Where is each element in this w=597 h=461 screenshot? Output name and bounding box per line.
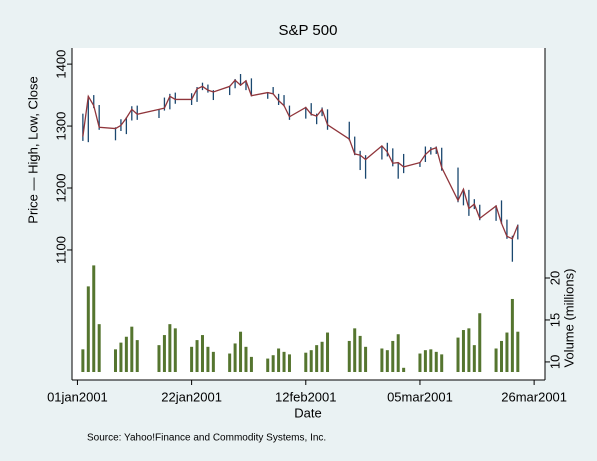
volume-bar <box>418 353 422 372</box>
volume-bar <box>347 340 351 372</box>
volume-bar <box>315 345 319 372</box>
volume-bar <box>510 298 514 372</box>
volume-bar <box>391 340 395 372</box>
volume-bar <box>478 313 482 372</box>
volume-bar <box>92 265 96 372</box>
volume-bar <box>249 356 253 372</box>
plot-area <box>72 48 545 380</box>
chart-title: S&P 500 <box>279 22 338 39</box>
y2-tick-label: 15 <box>547 313 562 327</box>
x-tick-label: 01jan2001 <box>47 389 108 404</box>
volume-bar <box>358 335 362 372</box>
volume-bar <box>282 351 286 372</box>
volume-bar <box>119 342 123 372</box>
y-axis-title: Price — High, Low, Close <box>25 76 40 223</box>
y-tick-label: 1200 <box>53 174 68 203</box>
volume-bar <box>195 340 199 372</box>
volume-bar <box>162 335 166 372</box>
volume-bar <box>113 349 117 372</box>
volume-bar <box>309 350 313 372</box>
volume-bar <box>380 348 384 372</box>
volume-bar <box>402 367 406 372</box>
volume-bar <box>277 348 281 372</box>
volume-bar <box>200 335 204 372</box>
volume-bar <box>353 328 357 372</box>
y-tick-label: 1400 <box>53 50 68 79</box>
volume-bar <box>157 345 161 372</box>
volume-bar <box>472 345 476 372</box>
volume-bar <box>429 349 433 372</box>
volume-bar <box>494 348 498 372</box>
volume-bar <box>228 353 232 372</box>
volume-bar <box>173 328 177 372</box>
volume-bar <box>124 336 128 372</box>
volume-bar <box>326 332 330 372</box>
volume-bar <box>396 334 400 372</box>
volume-bar <box>505 332 509 372</box>
source-note: Source: Yahoo!Finance and Commodity Syst… <box>87 433 326 444</box>
x-tick-label: 05mar2001 <box>387 389 453 404</box>
volume-bar <box>239 331 243 372</box>
volume-bar <box>516 331 520 372</box>
volume-bar <box>385 350 389 372</box>
volume-bar <box>467 328 471 372</box>
volume-bar <box>287 354 291 372</box>
x-tick-label: 26mar2001 <box>501 389 567 404</box>
volume-bar <box>271 355 275 372</box>
y-tick-label: 1300 <box>53 112 68 141</box>
volume-bar <box>423 350 427 372</box>
volume-bar <box>168 324 172 372</box>
close-line <box>82 79 519 240</box>
volume-bar <box>461 330 465 372</box>
volume-bar <box>97 324 101 372</box>
y2-tick-label: 10 <box>547 355 562 369</box>
volume-bar <box>434 351 438 372</box>
volume-bar <box>304 352 308 372</box>
volume-bar <box>364 346 368 372</box>
volume-bar <box>81 349 85 372</box>
volume-bar <box>206 346 210 372</box>
y2-tick-label: 20 <box>547 271 562 285</box>
volume-bar <box>86 286 90 372</box>
volume-bar <box>233 343 237 372</box>
y2-axis-title: Volume (millions) <box>561 269 576 368</box>
volume-bar <box>266 358 270 372</box>
volume-bar <box>190 346 194 372</box>
volume-bar <box>135 340 139 372</box>
x-tick-label: 22jan2001 <box>161 389 222 404</box>
volume-bar <box>244 346 248 372</box>
y-tick-label: 1100 <box>53 236 68 264</box>
volume-bar <box>130 326 134 372</box>
volume-bar <box>440 354 444 372</box>
x-axis-title: Date <box>294 405 321 420</box>
volume-bar <box>456 337 460 372</box>
x-tick-label: 12feb2001 <box>275 389 336 404</box>
volume-bar <box>211 351 215 372</box>
volume-bar <box>320 341 324 372</box>
volume-bar <box>500 340 504 372</box>
